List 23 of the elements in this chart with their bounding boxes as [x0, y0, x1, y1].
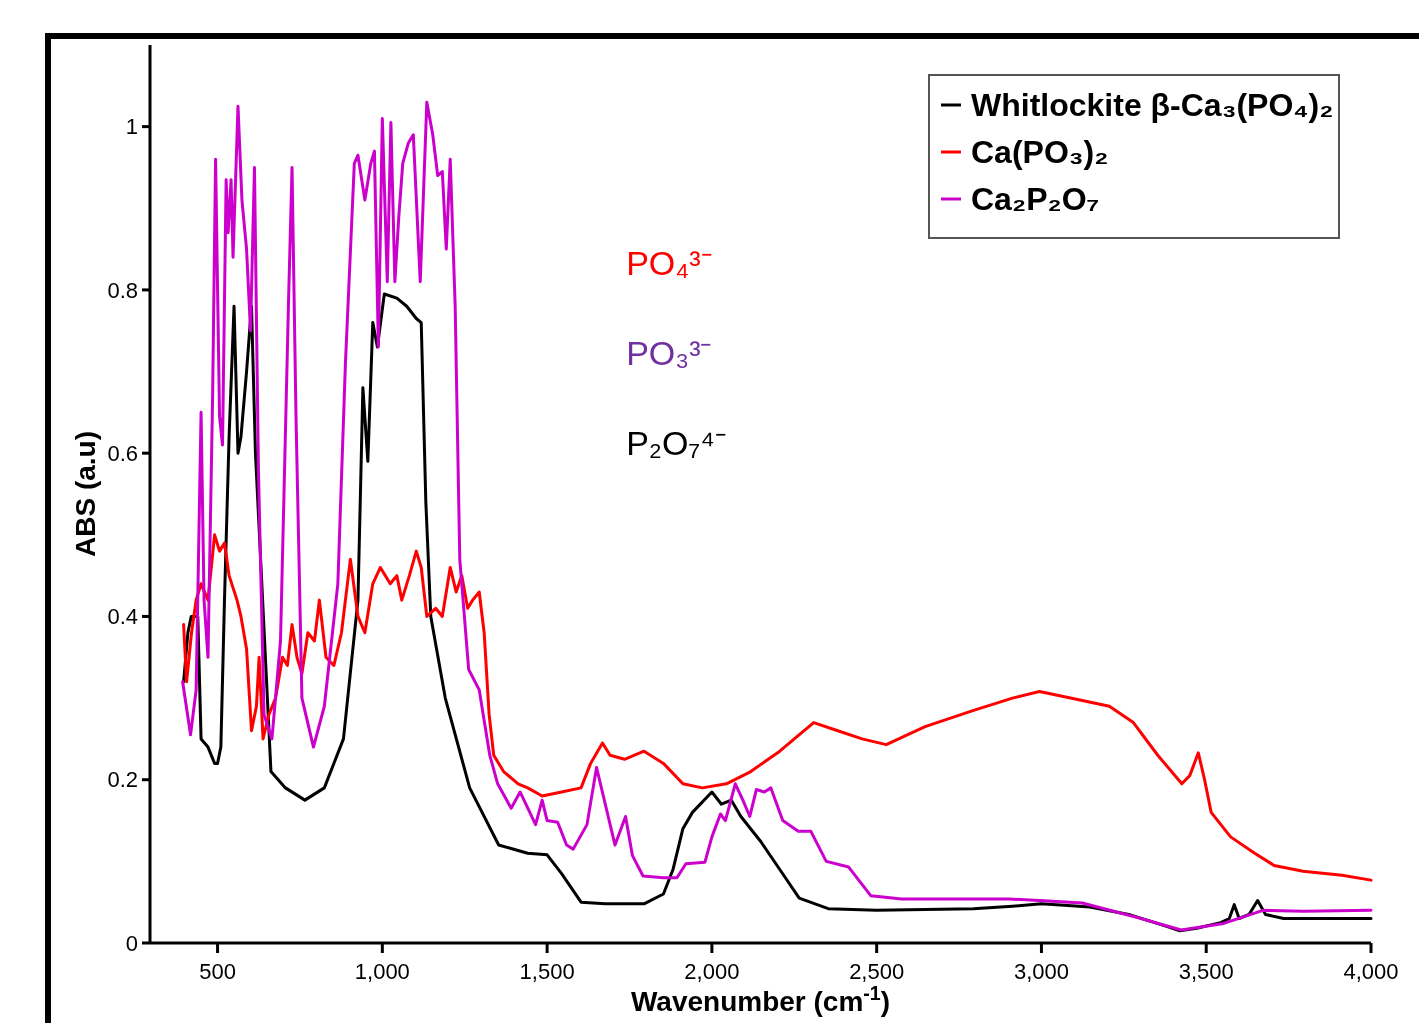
x-tick-label: 4,000 [1343, 959, 1399, 984]
line-series [182, 533, 1373, 882]
x-tick-label: 2,500 [849, 959, 905, 984]
y-tick-label: 0 [125, 930, 138, 956]
legend-label: Ca₂P₂O₇ [971, 181, 1100, 218]
x-tick-label: 3,500 [1178, 959, 1234, 984]
x-tick-label: 1,500 [519, 959, 575, 984]
y-tick-label: 0.4 [107, 604, 138, 630]
annotation: PO₃³⁻ [626, 334, 712, 372]
annotation: P₂O₇⁴⁻ [626, 424, 726, 462]
x-tick-label: 2,000 [684, 959, 740, 984]
y-tick-label: 0.2 [107, 767, 138, 793]
legend-label: Ca(PO₃)₂ [971, 134, 1109, 171]
x-axis-title: Wavenumber (cm$^{-1}$) [630, 982, 891, 1017]
legend-label: Whitlockite β-Ca₃(PO₄)₂ [971, 87, 1334, 124]
x-tick-label: 500 [199, 959, 236, 984]
y-axis-title: ABS (a.u) [70, 431, 101, 557]
y-tick-label: 0.6 [107, 440, 138, 466]
y-tick-label: 1 [125, 114, 138, 140]
x-tick-label: 1,000 [354, 959, 410, 984]
annotation: PO₄³⁻ [626, 244, 712, 282]
y-tick-label: 0.8 [107, 277, 138, 303]
x-tick-label: 3,000 [1013, 959, 1069, 984]
